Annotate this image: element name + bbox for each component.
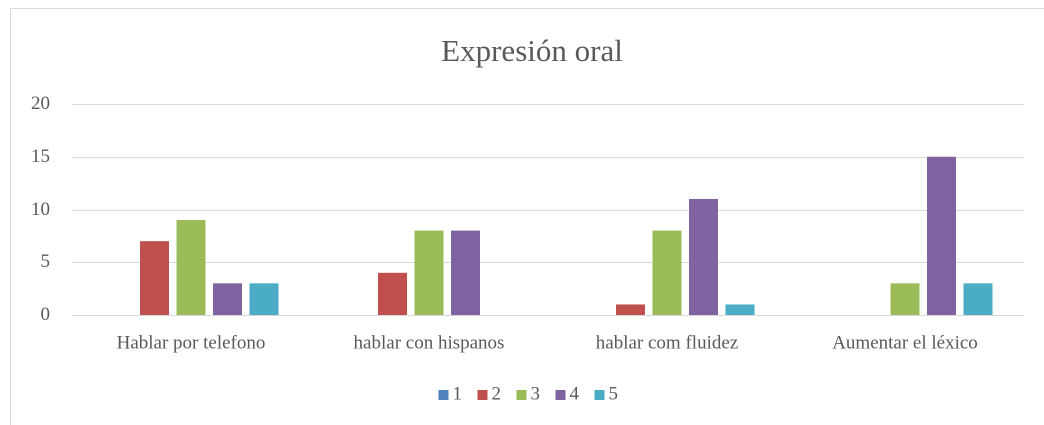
legend-label: 4 (570, 383, 580, 404)
bar (963, 283, 993, 315)
bar (890, 283, 920, 315)
bar (689, 198, 718, 315)
x-tick-label: Aumentar el léxico (832, 332, 978, 353)
bar (616, 304, 645, 315)
bar (652, 230, 682, 315)
legend-label: 5 (609, 383, 619, 404)
bar (927, 156, 956, 315)
bar (414, 230, 444, 315)
bar (213, 283, 242, 315)
x-tick-label: Hablar por telefono (117, 332, 266, 353)
y-tick-label: 10 (31, 199, 50, 220)
bar (176, 220, 206, 315)
legend-swatch (594, 390, 605, 400)
legend-label: 2 (492, 383, 502, 404)
bar (249, 283, 279, 315)
y-tick-label: 20 (31, 93, 50, 114)
legend-swatch (555, 390, 566, 400)
y-tick-label: 5 (41, 251, 51, 272)
legend-swatch (438, 390, 449, 400)
chart-title: Expresión oral (441, 33, 623, 68)
x-tick-label: hablar com fluidez (596, 332, 738, 353)
legend-swatch (477, 390, 488, 400)
bar (451, 230, 480, 315)
bar (140, 241, 169, 315)
bar (725, 304, 755, 315)
y-tick-label: 0 (41, 304, 51, 325)
x-tick-label: hablar con hispanos (354, 332, 505, 353)
y-tick-label: 15 (31, 146, 50, 167)
bar (378, 272, 407, 315)
legend-label: 3 (531, 383, 541, 404)
legend-swatch (516, 390, 527, 400)
legend-label: 1 (453, 383, 463, 404)
